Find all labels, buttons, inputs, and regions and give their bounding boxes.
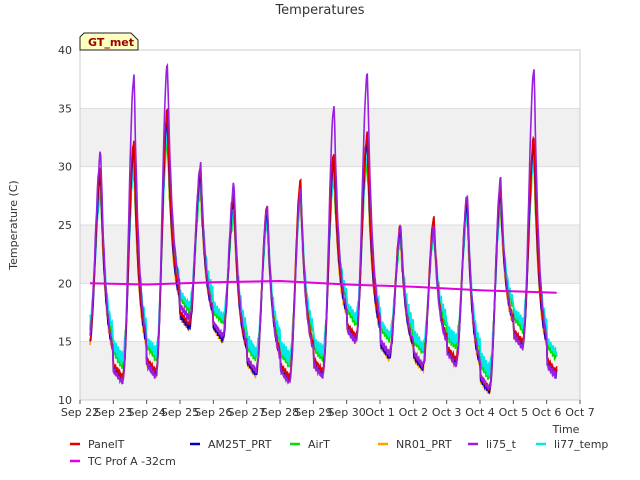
chart-title: Temperatures: [274, 3, 364, 18]
x-tick-label: Sep 25: [161, 406, 199, 419]
legend-label: PanelT: [88, 438, 125, 451]
legend: PanelT TC Prof A -32cm AM25T_PRT AirT NR01_P…: [70, 438, 608, 468]
legend-label: li77_temp: [554, 438, 608, 451]
band-0: [80, 341, 580, 400]
x-tick-label: Sep 22: [61, 406, 99, 419]
x-tick-label: Oct 2: [399, 406, 429, 419]
series-lines: [89, 62, 558, 395]
y-tick-label: 10: [58, 394, 72, 407]
site-badge: GT_met: [79, 32, 139, 51]
x-tick-label: Sep 28: [261, 406, 299, 419]
x-tick-label: Oct 5: [499, 406, 529, 419]
y-tick-label: 20: [58, 277, 72, 290]
x-tick-label: Oct 1: [365, 406, 395, 419]
x-tick-label: Oct 3: [432, 406, 462, 419]
y-axis-label: Temperature (C): [7, 180, 20, 270]
band-light-2: [80, 50, 580, 109]
x-tick-label: Sep 27: [228, 406, 266, 419]
x-tick-label: Sep 30: [328, 406, 366, 419]
legend-label: li75_t: [486, 438, 517, 451]
plot-frame: [79, 49, 581, 401]
x-tick-label: Sep 23: [94, 406, 132, 419]
band-light-0: [80, 283, 580, 342]
y-tick-label: 30: [58, 161, 72, 174]
legend-label: TC Prof A -32cm: [87, 455, 176, 468]
x-tick-label: Sep 24: [128, 406, 166, 419]
x-tick-label: Oct 6: [532, 406, 562, 419]
series-line-tc-prof-a-32cm: [89, 279, 557, 294]
x-tick-label: Sep 29: [294, 406, 332, 419]
band-2: [80, 108, 580, 167]
y-tick-label: 40: [58, 44, 72, 57]
y-tick-label: 35: [58, 102, 72, 115]
x-tick-label: Oct 7: [565, 406, 595, 419]
site-badge-label: GT_met: [88, 36, 134, 49]
y-axis-ticks: 10 15 20 25 30 35 40: [58, 44, 72, 407]
legend-label: NR01_PRT: [396, 438, 452, 451]
y-tick-label: 15: [58, 336, 72, 349]
x-axis-label: Time: [552, 423, 580, 436]
legend-label: AirT: [308, 438, 330, 451]
y-tick-label: 25: [58, 219, 72, 232]
series-line-li75-t: [89, 62, 558, 390]
x-tick-label: Sep 26: [194, 406, 232, 419]
legend-label: AM25T_PRT: [208, 438, 272, 451]
x-tick-label: Oct 4: [465, 406, 495, 419]
